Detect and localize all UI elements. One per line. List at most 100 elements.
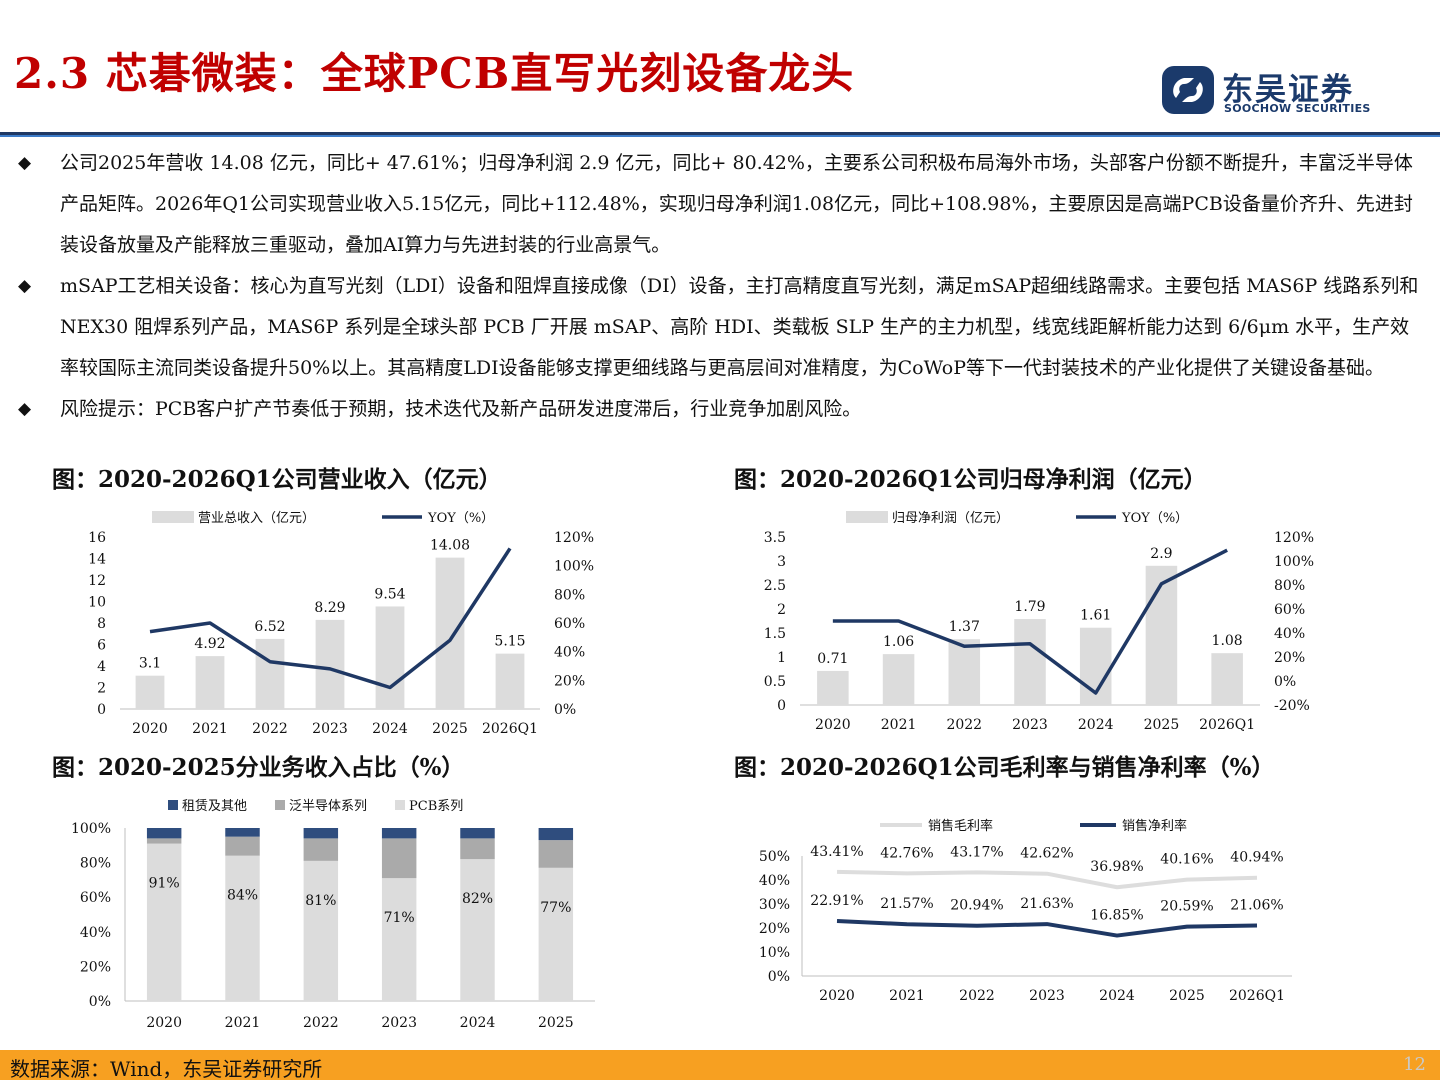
bar [1145, 565, 1178, 705]
line-data-label: 21.63% [1020, 896, 1073, 912]
margin-chart-svg: 0% 10% 20% 30% 40% 50% 2020 2021 2022 2023 2024 202… [759, 818, 1292, 1004]
profit-chart-title: 图：2020-2026Q1公司归母净利润（亿元） [734, 466, 1207, 493]
profit-chart-svg: 0 0.5 1 1.5 2 2.5 3 3.5 -20% 0% 20% 40% 60% 80% 100% 12… [764, 511, 1314, 733]
bar-data-label: 0.71 [817, 651, 848, 667]
y2-tick-label: 100% [1274, 554, 1314, 570]
y2-tick-label: 60% [554, 616, 585, 632]
y2-tick-label: 80% [554, 587, 585, 603]
y-tick-label: 20% [759, 921, 790, 937]
bullet-text: 风险提示：PCB客户扩产节奏低于预期，技术迭代及新产品研发进度滞后，行业竞争加剧… [60, 398, 862, 420]
stacked-bar-segment [381, 878, 417, 1001]
y2-tick-label: -20% [1274, 698, 1310, 714]
bar [435, 557, 465, 709]
bar-data-label: 82% [462, 891, 493, 907]
net-margin-line [836, 919, 1258, 938]
legend-label: PCB系列 [409, 799, 463, 814]
bar-data-label: 2.9 [1150, 546, 1172, 562]
y-tick-label: 50% [759, 849, 790, 865]
segment-chart: 0% 20% 40% 60% 80% 100% 91% 2020 84% 2021 81% 2022 7… [60, 790, 620, 1040]
segment-chart-title: 图：2020-2025分业务收入占比（%） [52, 754, 465, 781]
line-data-label: 40.16% [1160, 852, 1213, 868]
x-tick-label: 2022 [303, 1015, 339, 1031]
y-tick-label: 0% [768, 969, 790, 985]
legend-label: 营业总收入（亿元） [198, 511, 315, 526]
y-tick-label: 0.5 [764, 674, 786, 690]
line-data-label: 22.91% [810, 893, 863, 909]
stacked-bar-segment [538, 867, 574, 1001]
y2-tick-label: 80% [1274, 578, 1305, 594]
header-divider [0, 132, 1440, 137]
y2-tick-label: 40% [554, 645, 585, 661]
y-tick-label: 10% [759, 945, 790, 961]
legend-label: YOY（%） [427, 511, 494, 526]
bar-data-label: 14.08 [430, 538, 470, 554]
x-tick-label: 2025 [1144, 717, 1180, 733]
x-tick-label: 2024 [1099, 988, 1135, 1004]
x-tick-label: 2024 [460, 1015, 496, 1031]
bullet-text: mSAP工艺相关设备：核心为直写光刻（LDI）设备和阻焊直接成像（DI）设备，主… [60, 275, 1419, 379]
revenue-chart-svg: 0 2 4 6 8 10 12 14 16 0% 20% 40% 60% 80% 100% 120% 3.1 20… [88, 511, 594, 737]
logo-english-name: SOOCHOW SECURITIES [1224, 102, 1371, 115]
bar [195, 656, 225, 709]
y-tick-label: 40% [80, 925, 111, 941]
x-tick-label: 2026Q1 [1229, 988, 1285, 1004]
stacked-bar-segment [460, 859, 495, 1001]
y-tick-label: 2 [97, 681, 106, 697]
x-tick-label: 2021 [889, 988, 925, 1004]
bar-data-label: 77% [540, 900, 571, 916]
x-tick-label: 2025 [1169, 988, 1205, 1004]
legend-label: 泛半导体系列 [289, 799, 367, 814]
line-data-label: 40.94% [1230, 850, 1283, 866]
x-tick-label: 2021 [881, 717, 917, 733]
bar [882, 654, 915, 705]
y-tick-label: 80% [80, 856, 111, 872]
y-tick-label: 0% [89, 994, 111, 1010]
gross-margin-line [836, 869, 1258, 890]
x-tick-label: 2026Q1 [482, 721, 538, 737]
x-tick-label: 2026Q1 [1199, 717, 1255, 733]
stacked-bar-segment [381, 838, 417, 879]
line-data-label: 42.76% [880, 845, 933, 861]
y-tick-label: 14 [88, 552, 106, 568]
stacked-bar-segment [381, 828, 417, 839]
stacked-bar-segment [225, 855, 260, 1001]
stacked-bar-segment [146, 828, 182, 839]
bar-data-label: 1.06 [883, 634, 914, 650]
bullet-list: ◆ 公司2025年营收 14.08 亿元，同比+ 47.61%；归母净利润 2.… [18, 143, 1428, 430]
y2-tick-label: 120% [1274, 530, 1314, 546]
bullet-text: 公司2025年营收 14.08 亿元，同比+ 47.61%；归母净利润 2.9 … [60, 152, 1413, 256]
y-tick-label: 0 [97, 702, 106, 718]
legend-swatch-bar [846, 511, 888, 523]
revenue-chart-title: 图：2020-2026Q1公司营业收入（亿元） [52, 466, 502, 493]
line-data-label: 42.62% [1020, 846, 1073, 862]
footer-bar: 数据来源：Wind，东吴证券研究所 12 [0, 1050, 1440, 1080]
bar-data-label: 1.08 [1212, 633, 1243, 649]
x-tick-label: 2023 [312, 721, 348, 737]
y-tick-label: 4 [97, 659, 106, 675]
y2-tick-label: 100% [554, 559, 594, 575]
stacked-bar-segment [146, 838, 182, 844]
x-tick-label: 2024 [1078, 717, 1114, 733]
yoy-line [832, 548, 1228, 695]
x-tick-label: 2020 [132, 721, 168, 737]
bar-data-label: 1.61 [1080, 608, 1111, 624]
bar-data-label: 1.37 [949, 619, 980, 635]
bullet-item-risk: ◆ 风险提示：PCB客户扩产节奏低于预期，技术迭代及新产品研发进度滞后，行业竞争… [18, 389, 1428, 430]
x-tick-label: 2025 [432, 721, 468, 737]
stacked-bar-segment [225, 836, 260, 856]
bar [1014, 619, 1046, 705]
bar-data-label: 6.52 [254, 619, 285, 635]
bar-data-label: 81% [305, 893, 336, 909]
segment-chart-svg: 0% 20% 40% 60% 80% 100% 91% 2020 84% 2021 81% 2022 7… [71, 799, 595, 1031]
logo-icon [1162, 66, 1214, 114]
revenue-chart: 0 2 4 6 8 10 12 14 16 0% 20% 40% 60% 80% 100% 120% 3.1 20… [60, 500, 620, 745]
y-tick-label: 40% [759, 873, 790, 889]
diamond-bullet-icon: ◆ [18, 276, 32, 296]
x-tick-label: 2020 [146, 1015, 182, 1031]
y-tick-label: 1 [777, 650, 786, 666]
y2-tick-label: 20% [1274, 650, 1305, 666]
x-tick-label: 2022 [946, 717, 982, 733]
x-tick-label: 2020 [819, 988, 855, 1004]
y2-tick-label: 0% [554, 702, 576, 718]
line-data-label: 36.98% [1090, 859, 1143, 875]
